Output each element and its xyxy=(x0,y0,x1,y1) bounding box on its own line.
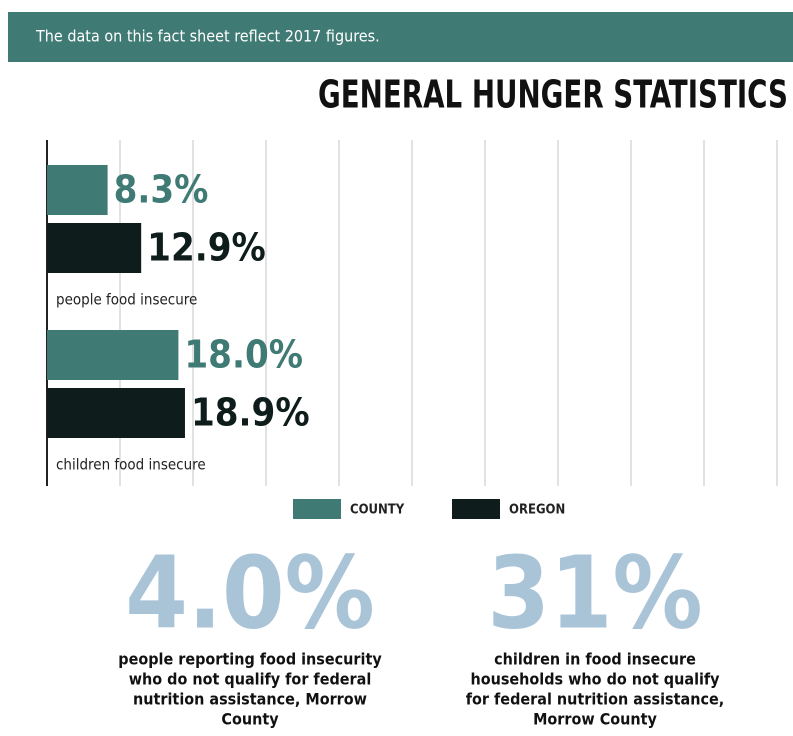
legend-label: COUNTY xyxy=(350,503,405,518)
value-label: 12.9% xyxy=(147,226,266,270)
stat-caption: who do not qualify for federal xyxy=(129,670,372,689)
banner-note: The data on this fact sheet reflect 2017… xyxy=(35,27,380,46)
category-label: children food insecure xyxy=(56,456,206,474)
value-label: 8.3% xyxy=(114,168,209,212)
bar xyxy=(47,165,108,215)
bar xyxy=(47,223,142,273)
bar xyxy=(47,330,179,380)
stat-caption: children in food insecure xyxy=(494,650,696,669)
chart-title: GENERAL HUNGER STATISTICS xyxy=(318,73,788,117)
value-label: 18.0% xyxy=(184,333,303,377)
value-label: 18.9% xyxy=(191,391,310,435)
stat-caption: for federal nutrition assistance, xyxy=(466,690,724,709)
stat-caption: households who do not qualify xyxy=(470,670,720,689)
stat-caption: people reporting food insecurity xyxy=(118,650,382,669)
legend-swatch xyxy=(293,499,341,519)
stat-caption: nutrition assistance, Morrow xyxy=(133,690,367,709)
legend-swatch xyxy=(452,499,500,519)
stat-figure: 31% xyxy=(487,534,702,651)
legend-label: OREGON xyxy=(509,503,565,518)
category-label: people food insecure xyxy=(56,291,197,309)
stat-figure: 4.0% xyxy=(125,534,375,651)
stat-caption: County xyxy=(221,710,279,729)
banner xyxy=(8,12,793,62)
bar xyxy=(47,388,185,438)
stat-caption: Morrow County xyxy=(533,710,657,729)
